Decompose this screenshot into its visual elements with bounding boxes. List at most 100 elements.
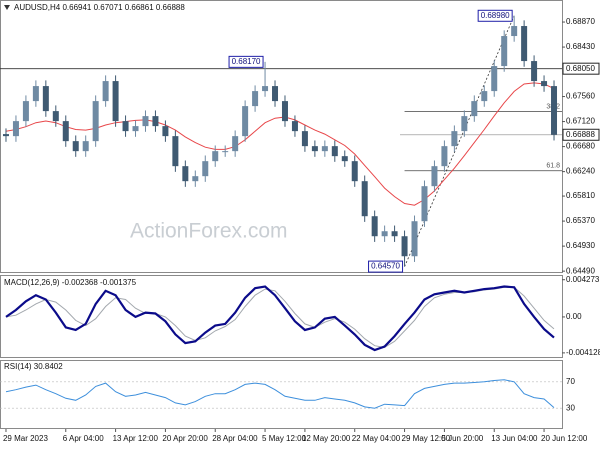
- candle-body: [222, 151, 229, 153]
- candle-body: [371, 216, 378, 237]
- candle-body: [162, 126, 169, 137]
- x-tick-label: 29 May 12:00: [402, 434, 451, 443]
- y-tick-label: 0.65810: [566, 191, 595, 200]
- y-tick-label: 0.66680: [566, 142, 595, 151]
- candle-body: [142, 116, 149, 127]
- candle-body: [82, 141, 89, 152]
- y-tick-label: 70: [566, 377, 575, 386]
- swing-label-box: [228, 55, 264, 68]
- candle-body: [471, 101, 478, 117]
- chart-title: AUDUSD,H4 0.66941 0.67071 0.66861 0.6688…: [14, 3, 185, 12]
- candle-body: [381, 231, 388, 237]
- swing-label-box: [477, 9, 513, 22]
- x-tick-label: 28 Apr 04:00: [212, 434, 258, 443]
- y-tick-label: 0.66240: [566, 167, 595, 176]
- candle-body: [541, 81, 548, 87]
- rsi-line: [5, 379, 555, 409]
- y-tick-label: 30: [566, 403, 575, 412]
- y-tick-label: 0.64930: [566, 241, 595, 250]
- candle-body: [172, 136, 179, 167]
- swing-label: 0.64570: [371, 262, 400, 271]
- dropdown-icon[interactable]: [4, 5, 10, 10]
- candle-body: [32, 86, 39, 102]
- candle-body: [461, 116, 468, 132]
- candle-body: [252, 91, 259, 107]
- x-tick-label: 5 Jun 20:00: [441, 434, 483, 443]
- candle-body: [441, 146, 448, 167]
- y-tick-label: 0.68870: [566, 17, 595, 26]
- y-tick-label: 0.68430: [566, 42, 595, 51]
- candle-body: [132, 126, 139, 132]
- candle-body: [281, 101, 288, 122]
- candle-body: [182, 166, 189, 182]
- candle-body: [112, 81, 119, 122]
- trend-line: [404, 15, 515, 267]
- candle-body: [361, 181, 368, 217]
- x-tick-label: 12 May 20:00: [302, 434, 351, 443]
- swing-label: 0.68170: [232, 57, 261, 66]
- candle-body: [291, 121, 298, 132]
- candle-body: [152, 116, 159, 127]
- x-tick-label: 6 Apr 04:00: [63, 434, 104, 443]
- swing-label: 0.68980: [481, 11, 510, 20]
- x-tick-label: 13 Apr 12:00: [113, 434, 159, 443]
- candle-body: [431, 166, 438, 187]
- candle-body: [551, 86, 558, 135]
- candle-body: [122, 121, 129, 132]
- candle-body: [451, 131, 458, 147]
- candle-body: [102, 81, 109, 102]
- x-tick-label: 20 Jun 12:00: [541, 434, 588, 443]
- x-tick-label: 13 Jun 04:00: [491, 434, 538, 443]
- candle-body: [331, 146, 338, 157]
- candle-body: [92, 101, 99, 142]
- y-tick-label: 0.67120: [566, 117, 595, 126]
- candle-body: [401, 236, 408, 257]
- y-tick-label: -0.004128: [566, 348, 600, 357]
- candle-body: [2, 134, 9, 137]
- y-tick-label: 0.64490: [566, 266, 595, 275]
- candle-body: [501, 36, 508, 67]
- candle-body: [212, 151, 219, 162]
- candle-body: [521, 26, 528, 62]
- candle-body: [491, 66, 498, 92]
- candle-body: [192, 176, 199, 182]
- x-tick-label: 20 Apr 20:00: [162, 434, 208, 443]
- candle-body: [311, 146, 318, 152]
- candle-body: [12, 121, 19, 137]
- candle-body: [62, 121, 69, 142]
- macd-line: [5, 285, 555, 352]
- candle-body: [22, 101, 29, 122]
- x-tick-label: 22 May 04:00: [352, 434, 401, 443]
- candle-body: [411, 221, 418, 257]
- candle-body: [351, 161, 358, 182]
- candle-body: [242, 106, 249, 137]
- price-label: 0.68050: [566, 64, 595, 73]
- candle-body: [391, 231, 398, 237]
- price-label-box: [562, 62, 600, 75]
- candle-body: [341, 156, 348, 162]
- price-label: 0.66888: [566, 130, 595, 139]
- candle-body: [52, 111, 59, 122]
- y-tick-label: 0.67560: [566, 92, 595, 101]
- y-tick-label: 0.00: [566, 312, 582, 321]
- rsi-panel: [0, 360, 563, 429]
- candle-body: [262, 86, 269, 92]
- candle-body: [232, 136, 239, 152]
- rsi-title: RSI(14) 30.8402: [4, 362, 63, 371]
- candle-body: [202, 161, 209, 177]
- candle-body: [421, 186, 428, 222]
- y-tick-label: 0.004273: [566, 275, 600, 284]
- candle-body: [301, 131, 308, 147]
- candle-body: [321, 146, 328, 152]
- candle-body: [531, 61, 538, 82]
- candle-body: [72, 141, 79, 152]
- candle-body: [511, 26, 518, 37]
- candle-body: [481, 91, 488, 102]
- y-tick-label: 0.65370: [566, 216, 595, 225]
- x-tick-label: 29 Mar 2023: [3, 434, 48, 443]
- macd-title: MACD(12,26,9) -0.002368 -0.001375: [4, 278, 137, 287]
- candle-body: [42, 86, 49, 112]
- fib-label: 61.8: [546, 163, 560, 170]
- price-label-box: [562, 128, 600, 141]
